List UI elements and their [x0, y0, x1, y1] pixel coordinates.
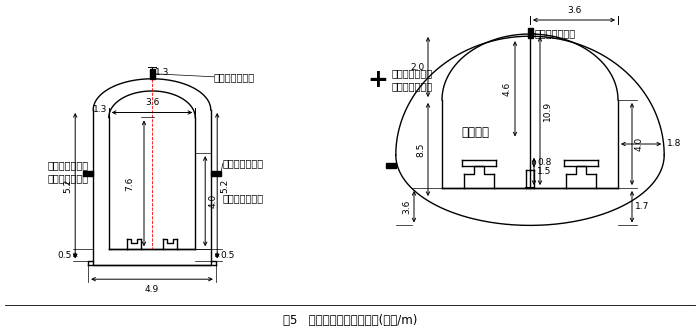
Text: 轨道限界: 轨道限界	[461, 127, 489, 140]
Text: 7.6: 7.6	[125, 176, 134, 190]
Text: 1.5: 1.5	[537, 167, 552, 176]
Text: +: +	[368, 68, 388, 92]
Text: 1.3: 1.3	[155, 68, 169, 77]
Text: 图5   监测断面传感器布置图(单位/m): 图5 监测断面传感器布置图(单位/m)	[283, 313, 417, 326]
Bar	[83, 171, 93, 176]
Text: 应力监测传感器: 应力监测传感器	[223, 159, 264, 168]
Text: 应力监测传感器: 应力监测传感器	[214, 72, 255, 82]
Text: 0.5: 0.5	[58, 251, 72, 260]
Text: 8.5: 8.5	[416, 142, 425, 157]
Bar	[150, 69, 155, 79]
Text: 应力监测传感器: 应力监测传感器	[223, 193, 264, 203]
Text: 4.0: 4.0	[635, 137, 644, 151]
Text: 应力监测传感器: 应力监测传感器	[535, 28, 576, 38]
Text: 静力水准传感器: 静力水准传感器	[47, 161, 88, 170]
Text: 1.3: 1.3	[93, 105, 107, 114]
Text: 5.2: 5.2	[220, 178, 229, 193]
Text: 应力监测传感器: 应力监测传感器	[392, 81, 433, 91]
Text: 5.2: 5.2	[63, 178, 72, 193]
Bar	[386, 163, 396, 167]
Text: 3.6: 3.6	[567, 6, 581, 15]
Text: 4.9: 4.9	[145, 285, 159, 294]
Text: 3.6: 3.6	[402, 199, 411, 214]
Bar	[528, 28, 533, 38]
Text: 3.6: 3.6	[145, 99, 159, 108]
Text: 10.9: 10.9	[543, 101, 552, 121]
Text: 4.6: 4.6	[503, 82, 512, 96]
Text: 1.8: 1.8	[667, 140, 682, 149]
Bar	[211, 171, 220, 176]
Text: 1.7: 1.7	[635, 202, 650, 211]
Text: 0.8: 0.8	[537, 158, 552, 167]
Text: 应力监测传感器: 应力监测传感器	[47, 173, 88, 183]
Text: 2.0: 2.0	[411, 63, 425, 72]
Text: 0.5: 0.5	[220, 251, 234, 260]
Text: 4.0: 4.0	[208, 194, 217, 208]
Text: 静力水准传感器: 静力水准传感器	[392, 68, 433, 78]
